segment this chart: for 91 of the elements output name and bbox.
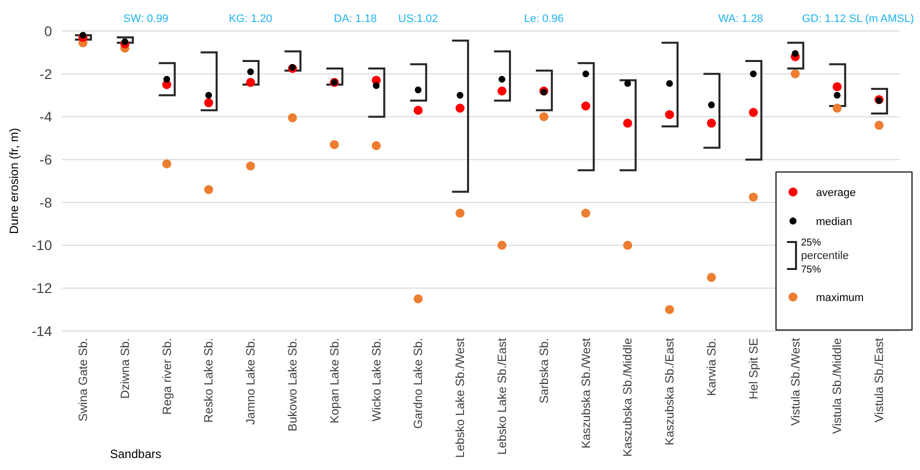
point bbox=[204, 185, 214, 194]
text: SW: 0.99 bbox=[123, 13, 168, 25]
point bbox=[581, 208, 590, 218]
bar bbox=[74, 34, 92, 41]
annotation: 25% bbox=[801, 238, 822, 248]
point bbox=[581, 102, 590, 110]
point bbox=[748, 192, 758, 202]
point bbox=[624, 80, 632, 87]
point bbox=[414, 106, 423, 115]
point bbox=[456, 92, 464, 99]
x-tick-label: Kaszubska Sb./Middle bbox=[620, 338, 635, 457]
point bbox=[874, 120, 884, 130]
y-tick-label: -6 bbox=[40, 151, 52, 168]
point bbox=[748, 108, 758, 117]
point bbox=[414, 294, 423, 304]
point bbox=[706, 272, 716, 282]
text: GD: 1.12 SL (m AMSL) bbox=[802, 13, 914, 25]
y-axis-title: Dune erosion (fr, m) bbox=[7, 128, 21, 234]
point bbox=[706, 118, 716, 128]
x-tick-label: Sarbska Sb. bbox=[536, 338, 551, 404]
point bbox=[456, 104, 465, 113]
y-tick-label: -10 bbox=[32, 237, 52, 254]
point bbox=[750, 70, 757, 78]
point bbox=[623, 240, 632, 250]
bar bbox=[116, 36, 134, 44]
x-tick-label: Kaszubska Sb./West bbox=[578, 337, 593, 448]
point bbox=[790, 69, 800, 78]
y-tick-label: 0 bbox=[44, 22, 52, 39]
text: KG: 1.20 bbox=[228, 13, 272, 25]
x-tick-label: Swina Gate Sb. bbox=[76, 338, 90, 422]
x-tick-label: Resko Lake Sb. bbox=[202, 338, 216, 423]
bar bbox=[870, 88, 888, 114]
text: US:1.02 bbox=[398, 13, 438, 25]
y-tick-label: -14 bbox=[32, 322, 52, 339]
point bbox=[665, 305, 674, 314]
point bbox=[497, 240, 506, 250]
point bbox=[80, 32, 86, 39]
legend-label: median bbox=[816, 216, 852, 228]
point bbox=[623, 118, 632, 128]
x-tick-label: Lebsko Lake Sb./West bbox=[453, 337, 468, 458]
y-tick-label: -12 bbox=[32, 280, 52, 296]
point bbox=[539, 112, 548, 122]
x-tick-label: Dziwna Sb. bbox=[118, 338, 132, 399]
x-tick-label: Karwia Sb. bbox=[704, 338, 718, 396]
point bbox=[288, 113, 297, 122]
x-tick-label: Kopan Lake Sb. bbox=[327, 338, 342, 424]
legend-label: maximum bbox=[816, 292, 864, 304]
x-tick-label: Wicko Lake Sb. bbox=[369, 338, 384, 422]
text: Le: 0.96 bbox=[524, 13, 564, 25]
bar bbox=[283, 50, 302, 72]
x-tick-label: Vistula Sb./West bbox=[788, 337, 802, 426]
point bbox=[665, 110, 674, 120]
point bbox=[163, 76, 170, 83]
x-tick-label: Bukowo Lake Sb. bbox=[285, 338, 300, 432]
x-tick-label: Hel Spit SE bbox=[746, 338, 760, 400]
x-tick-label: Gardno Lake Sb. bbox=[411, 338, 426, 429]
point bbox=[204, 98, 214, 108]
point bbox=[456, 208, 465, 218]
y-tick-label: -8 bbox=[40, 194, 52, 210]
point bbox=[246, 162, 256, 170]
legend-label: average bbox=[816, 186, 856, 199]
x-tick-label: Vistula Sb./Middle bbox=[830, 338, 844, 434]
text: WA: 1.28 bbox=[718, 13, 764, 25]
point bbox=[498, 76, 506, 83]
x-tick-label: Lebsko Lake Sb./East bbox=[494, 337, 509, 455]
x-tick-label: Vistula Sb./East bbox=[872, 337, 886, 422]
x-tick-label: Jamno Lake Sb. bbox=[244, 338, 258, 425]
point bbox=[666, 80, 673, 87]
point bbox=[834, 92, 841, 99]
point bbox=[372, 82, 380, 90]
point bbox=[708, 102, 715, 108]
text: percentile bbox=[801, 250, 849, 262]
y-tick-label: -4 bbox=[40, 108, 52, 125]
bar bbox=[242, 60, 260, 86]
point bbox=[414, 86, 422, 94]
point bbox=[372, 141, 381, 150]
point bbox=[330, 140, 339, 150]
point bbox=[832, 82, 842, 92]
point bbox=[162, 159, 172, 168]
point bbox=[205, 92, 212, 99]
text: DA: 1.18 bbox=[334, 13, 377, 25]
annotation: 75% bbox=[801, 264, 822, 276]
point bbox=[497, 86, 506, 96]
x-tick-label: Rega river Sb. bbox=[160, 338, 174, 415]
y-tick-label: -2 bbox=[40, 66, 52, 82]
point bbox=[832, 104, 842, 113]
bar bbox=[325, 68, 344, 86]
x-axis-title: Sandbars bbox=[110, 447, 162, 461]
point bbox=[246, 78, 256, 87]
point bbox=[582, 70, 590, 78]
x-tick-label: Kaszubska Sb./East bbox=[662, 337, 677, 446]
